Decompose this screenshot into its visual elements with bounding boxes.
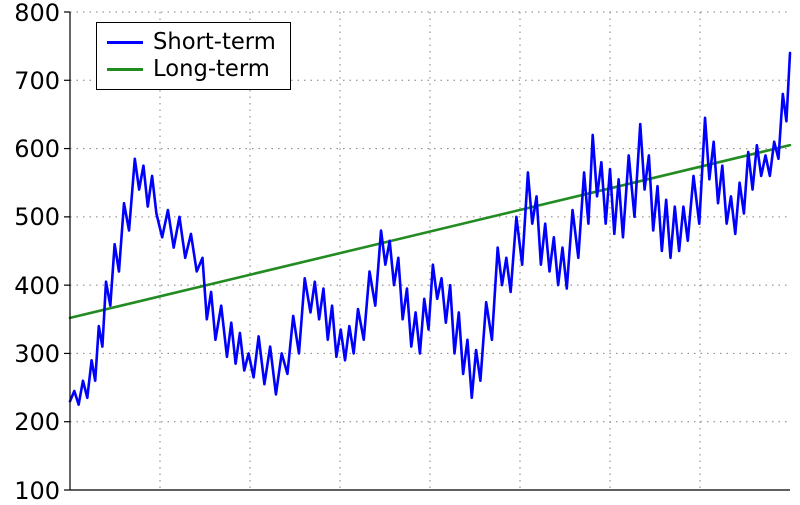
legend-label-short-term: Short-term [153, 29, 276, 56]
line-chart: Short-term Long-term 1002003004005006007… [0, 0, 800, 500]
y-axis-tick-label: 700 [14, 67, 60, 95]
legend-label-long-term: Long-term [153, 56, 270, 83]
y-axis-tick-label: 500 [14, 203, 60, 231]
legend-item-long-term: Long-term [107, 56, 276, 83]
y-axis-tick-label: 100 [14, 477, 60, 505]
chart-legend: Short-term Long-term [96, 22, 291, 90]
y-axis-tick-label: 800 [14, 0, 60, 27]
y-axis-tick-label: 300 [14, 340, 60, 368]
y-axis-tick-label: 400 [14, 272, 60, 300]
legend-swatch-short-term [107, 41, 143, 44]
y-axis-tick-label: 200 [14, 408, 60, 436]
legend-swatch-long-term [107, 68, 143, 71]
legend-item-short-term: Short-term [107, 29, 276, 56]
y-axis-tick-label: 600 [14, 135, 60, 163]
